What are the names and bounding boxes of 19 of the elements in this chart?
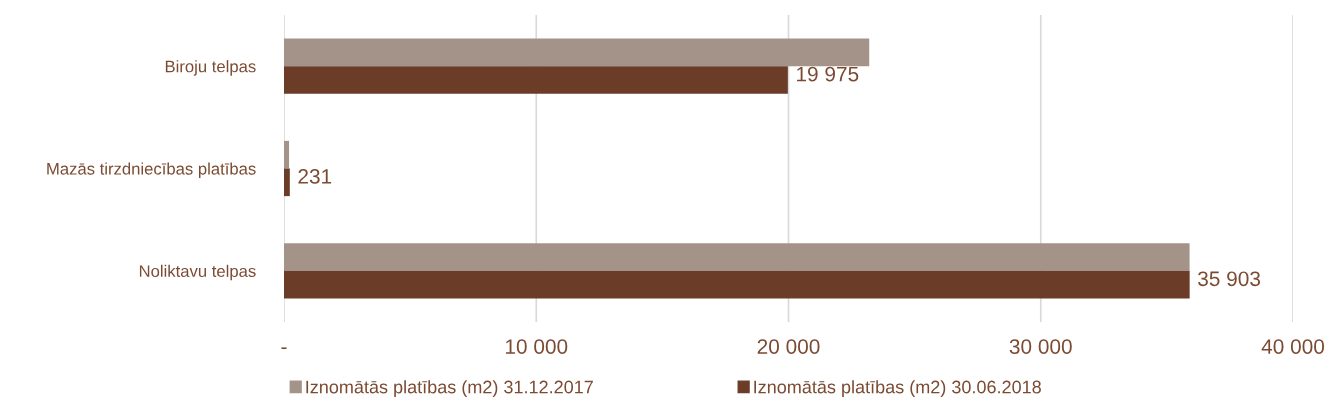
- bar: [284, 38, 870, 67]
- bar: [284, 243, 1190, 271]
- y-tick-label: Biroju telpas: [165, 60, 256, 76]
- x-tick-label: 30 000: [1009, 339, 1072, 354]
- y-tick-label: Mazās tirzdniecības platības: [47, 162, 256, 178]
- x-tick-label: 20 000: [757, 339, 820, 354]
- x-tick-label: 40 000: [1261, 339, 1325, 354]
- bar: [284, 66, 788, 94]
- data-label: 231: [298, 169, 332, 184]
- legend-label: Iznomātās platības (m2) 31.12.2017: [306, 380, 593, 397]
- bar: [284, 168, 290, 197]
- bar: [284, 270, 1190, 299]
- data-label: 35 903: [1198, 271, 1261, 287]
- data-label: 19 975: [797, 66, 859, 82]
- x-tick-label: -: [281, 347, 287, 350]
- bar: [284, 140, 290, 169]
- x-tick-label: 10 000: [505, 339, 568, 354]
- y-tick-label: Noliktavu telpas: [139, 264, 256, 281]
- legend-label: Iznomātās platības (m2) 30.06.2018: [754, 380, 1041, 397]
